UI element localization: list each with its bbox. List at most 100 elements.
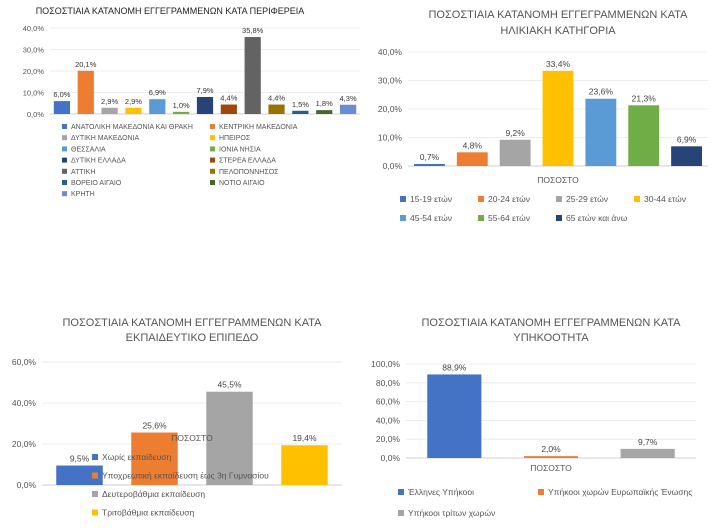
legend-swatch (400, 215, 406, 221)
y-tick-label: 60,0% (376, 397, 401, 407)
data-label: 7,9% (196, 86, 213, 95)
legend-label: 20-24 ετών (488, 194, 530, 204)
legend-swatch (478, 215, 484, 221)
legend-label: 45-54 ετών (410, 213, 452, 223)
legend-swatch (92, 472, 98, 479)
legend-label: ΣΤΕΡΕΑ ΕΛΛΑΔΑ (219, 158, 276, 165)
legend-swatch (62, 135, 67, 141)
chart-title: ΠΟΣΟΣΤΙΑΙΑ ΚΑΤΑΝΟΜΗ ΕΓΓΕΓΡΑΜΜΕΝΩΝ ΚΑΤΑ (428, 9, 688, 21)
legend-label: Τριτοβάθμια εκπαίδευση (102, 508, 194, 518)
citizenship-chart: ΠΟΣΟΣΤΙΑΙΑ ΚΑΤΑΝΟΜΗ ΕΓΓΕΓΡΑΜΜΕΝΩΝ ΚΑΤΑ ΥΠ… (371, 317, 696, 518)
legend-label: Υπήκοοι τρίτων χωρών (408, 508, 495, 518)
bar (585, 98, 617, 166)
chart-title: ΕΚΠΑΙΔΕΥΤΙΚΟ ΕΠΙΠΕΔΟ (126, 332, 259, 344)
legend-swatch (210, 180, 215, 185)
bar (523, 456, 579, 458)
legend-label: 65 ετών και άνω (566, 213, 628, 223)
y-tick-label: 100,0% (371, 359, 400, 369)
legend-label: ΠΕΛΟΠΟΝΝΗΣΟΣ (219, 169, 279, 176)
legend-label: Δευτεροβάθμια εκπαίδευση (102, 489, 205, 499)
legend-swatch (62, 180, 67, 185)
data-label: 4,8% (463, 140, 483, 150)
bar (339, 104, 357, 114)
legend-label: Χωρίς εκπαίδευση (102, 452, 171, 462)
data-label: 1,8% (316, 99, 333, 108)
y-tick-label: 20,0% (378, 104, 403, 114)
data-label: 0,7% (420, 152, 440, 162)
data-label: 4,4% (220, 94, 237, 103)
bar (244, 37, 261, 114)
y-tick-label: 20,0% (376, 434, 401, 444)
data-label: 21,3% (632, 93, 657, 103)
chart-title: ΥΠΗΚΟΟΤΗΤΑ (513, 332, 589, 344)
data-label: 20,1% (75, 60, 97, 69)
data-label: 6,0% (53, 90, 70, 99)
y-tick-label: 20,0% (12, 439, 37, 449)
bar (620, 448, 675, 458)
chart-region: ΠΟΣΟΣΤΙΑΙΑ ΚΑΤΑΝΟΜΗ ΕΓΓΕΓΡΑΜΜΕΝΩΝ ΚΑΤΑ Π… (0, 0, 370, 270)
bar (281, 445, 328, 485)
bar (53, 101, 71, 114)
chart-title: ΠΟΣΟΣΤΙΑΙΑ ΚΑΤΑΝΟΜΗ ΕΓΓΕΓΡΑΜΜΕΝΩΝ ΚΑΤΑ (421, 317, 681, 329)
chart-age: ΠΟΣΟΣΤΙΑΙΑ ΚΑΤΑΝΟΜΗ ΕΓΓΕΓΡΑΜΜΕΝΩΝ ΚΑΤΑ ΗΛ… (360, 0, 717, 270)
legend-label: ΚΡΗΤΗ (71, 191, 95, 198)
y-tick-label: 60,0% (12, 357, 37, 367)
bar (196, 97, 214, 114)
legend-label: ΗΠΕΙΡΟΣ (219, 135, 251, 142)
bar (456, 152, 488, 166)
data-label: 45,5% (217, 380, 242, 390)
legend-swatch (62, 124, 67, 129)
y-tick-label: 0,0% (383, 161, 403, 171)
data-label: 4,3% (340, 94, 357, 103)
data-label: 1,5% (292, 100, 309, 109)
bar (628, 105, 660, 166)
data-label: 19,4% (292, 433, 317, 443)
legend-swatch (538, 489, 544, 495)
bar (268, 104, 285, 114)
bar (125, 107, 142, 114)
data-label: 1,0% (173, 101, 190, 110)
y-tick-label: 40,0% (376, 415, 401, 425)
data-label: 35,8% (242, 26, 264, 35)
legend-swatch (210, 168, 215, 174)
y-tick-label: 40,0% (12, 398, 37, 408)
bar (414, 164, 445, 166)
legend-label: ΔΥΤΙΚΗ ΜΑΚΕΔΟΝΙΑ (71, 135, 140, 142)
bar (316, 110, 333, 114)
legend-swatch (92, 491, 98, 497)
x-axis-label: ΠΟΣΟΣΤΟ (537, 175, 579, 185)
bar (131, 432, 178, 485)
data-label: 9,7% (638, 437, 658, 447)
data-label: 2,9% (101, 97, 118, 106)
data-label: 6,9% (149, 88, 166, 97)
data-label: 2,9% (125, 97, 142, 106)
data-label: 2,0% (541, 444, 561, 454)
y-tick-label: 0,0% (27, 110, 44, 119)
bar (292, 110, 309, 114)
bar (542, 70, 574, 166)
legend-swatch (398, 510, 404, 516)
legend-swatch (400, 196, 406, 202)
legend-swatch (62, 168, 67, 174)
legend-label: 25-29 ετών (566, 194, 608, 204)
data-label: 23,6% (589, 87, 614, 97)
chart-title: ΠΟΣΟΣΤΙΑΙΑ ΚΑΤΑΝΟΜΗ ΕΓΓΕΓΡΑΜΜΕΝΩΝ ΚΑΤΑ Π… (36, 6, 305, 16)
bar (149, 99, 166, 114)
legend-label: 15-19 ετών (410, 194, 452, 204)
legend-label: Υποχρεωτική εκπαίδευση έως 3η Γυμνασίου (102, 471, 269, 481)
bar (101, 107, 118, 114)
education-chart: ΠΟΣΟΣΤΙΑΙΑ ΚΑΤΑΝΟΜΗ ΕΓΓΕΓΡΑΜΜΕΝΩΝ ΚΑΤΑ ΕΚ… (12, 317, 342, 518)
legend-swatch (210, 135, 215, 141)
legend-swatch (210, 146, 215, 152)
region-chart: ΠΟΣΟΣΤΙΑΙΑ ΚΑΤΑΝΟΜΗ ΕΓΓΕΓΡΑΜΜΕΝΩΝ ΚΑΤΑ Π… (23, 6, 360, 198)
y-tick-label: 0,0% (17, 480, 37, 490)
legend-swatch (556, 196, 562, 202)
bar (206, 391, 253, 485)
y-tick-label: 10,0% (23, 89, 45, 98)
data-label: 4,4% (268, 94, 285, 103)
legend-swatch (62, 157, 67, 163)
chart-title: ΗΛΙΚΙΑΚΗ ΚΑΤΗΓΟΡΙΑ (500, 25, 616, 37)
bar (56, 465, 103, 485)
bar (427, 374, 482, 458)
legend-label: ΒΟΡΕΙΟ ΑΙΓΑΙΟ (71, 180, 122, 187)
